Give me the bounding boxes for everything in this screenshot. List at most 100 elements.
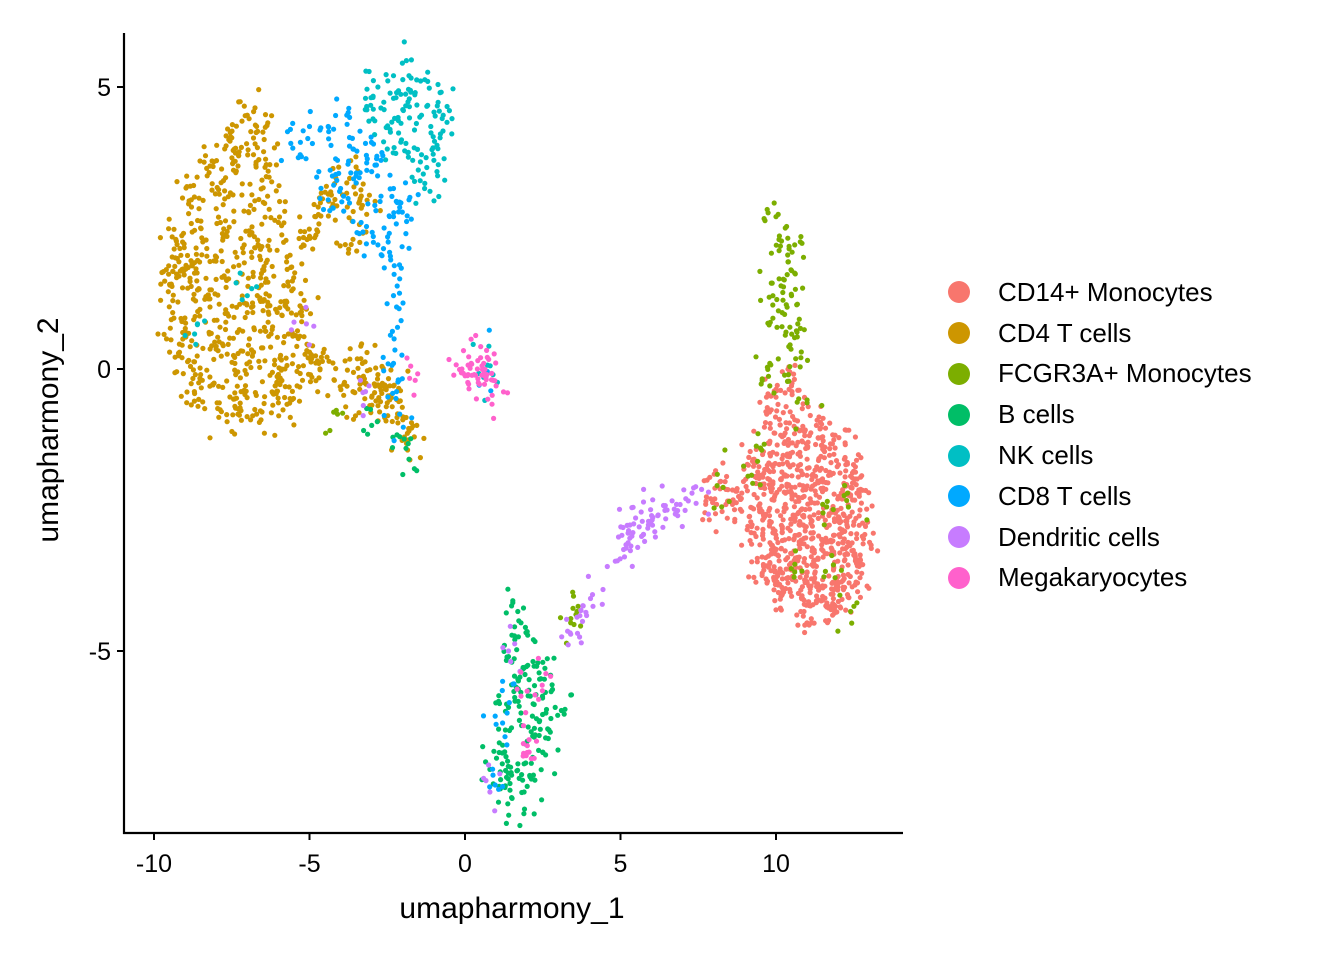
data-point xyxy=(437,135,443,141)
data-point xyxy=(751,491,757,498)
data-point xyxy=(770,464,776,470)
data-point xyxy=(788,267,794,273)
data-point xyxy=(772,414,779,420)
data-point xyxy=(630,504,636,510)
data-point xyxy=(814,583,820,590)
data-point xyxy=(797,545,803,552)
data-point xyxy=(301,242,307,249)
data-point xyxy=(820,585,826,591)
data-point xyxy=(640,532,646,538)
data-point xyxy=(801,559,807,565)
data-point xyxy=(287,126,293,132)
data-point xyxy=(185,359,191,365)
data-point xyxy=(820,538,826,545)
data-point xyxy=(258,186,264,192)
data-point xyxy=(274,309,280,315)
data-point xyxy=(493,360,499,366)
data-point xyxy=(303,321,309,327)
data-point xyxy=(180,371,186,377)
data-point xyxy=(395,117,401,124)
data-point xyxy=(808,576,815,582)
data-point xyxy=(421,435,427,441)
data-point xyxy=(814,464,820,470)
data-point xyxy=(246,116,252,122)
data-point xyxy=(239,192,245,198)
data-point xyxy=(333,156,339,162)
data-point xyxy=(777,581,783,588)
data-point xyxy=(272,383,278,389)
data-point xyxy=(486,327,492,333)
data-point xyxy=(481,775,487,781)
data-point xyxy=(815,515,821,522)
data-point xyxy=(788,291,794,297)
data-point xyxy=(288,140,294,146)
data-point xyxy=(775,573,781,579)
data-point xyxy=(315,295,321,301)
data-point xyxy=(231,208,237,214)
data-point xyxy=(222,218,229,224)
data-point xyxy=(796,316,802,322)
data-point xyxy=(318,185,324,191)
data-point xyxy=(821,449,828,455)
data-point xyxy=(288,310,294,316)
data-point xyxy=(204,367,210,373)
data-point xyxy=(798,427,804,433)
data-point xyxy=(631,521,637,527)
data-point xyxy=(617,556,623,562)
data-point xyxy=(844,459,850,466)
data-point xyxy=(403,414,409,421)
data-point xyxy=(792,569,798,575)
data-point xyxy=(775,553,782,559)
data-point xyxy=(771,564,777,570)
data-point xyxy=(520,777,526,783)
data-point xyxy=(387,249,393,255)
data-point xyxy=(202,296,208,302)
data-point xyxy=(289,278,295,284)
data-point xyxy=(283,355,289,361)
data-point xyxy=(796,494,802,501)
data-point xyxy=(682,507,688,513)
data-point xyxy=(475,376,481,382)
data-point xyxy=(261,136,267,143)
data-point xyxy=(406,115,413,121)
data-point xyxy=(244,293,250,299)
data-point xyxy=(783,575,790,582)
data-point xyxy=(320,206,327,213)
data-point xyxy=(223,284,229,290)
data-point xyxy=(252,390,258,396)
data-point xyxy=(166,226,172,232)
data-point xyxy=(381,139,387,145)
data-point xyxy=(330,205,336,211)
data-point xyxy=(328,142,334,148)
data-point xyxy=(196,396,202,402)
data-point xyxy=(857,575,863,581)
data-point xyxy=(775,539,781,546)
data-point xyxy=(509,632,515,638)
data-point xyxy=(193,251,199,257)
data-point xyxy=(746,454,752,460)
data-point xyxy=(385,376,392,382)
data-point xyxy=(215,334,221,340)
data-point xyxy=(521,811,527,817)
data-point xyxy=(277,381,283,388)
data-point xyxy=(791,376,798,382)
data-point xyxy=(235,350,241,357)
data-point xyxy=(390,73,397,79)
data-point xyxy=(242,314,248,321)
data-point xyxy=(524,688,530,694)
data-point xyxy=(217,324,223,330)
data-point xyxy=(530,658,536,665)
data-point xyxy=(760,561,767,568)
data-point xyxy=(757,472,763,478)
data-point xyxy=(399,376,405,382)
data-point xyxy=(825,538,831,544)
data-point xyxy=(238,417,244,423)
data-point xyxy=(811,512,817,518)
data-point xyxy=(244,414,250,420)
data-point xyxy=(520,723,527,729)
data-point xyxy=(178,252,184,258)
data-point xyxy=(192,372,198,378)
data-point xyxy=(179,285,186,291)
data-point xyxy=(254,284,260,290)
data-point xyxy=(478,344,484,350)
